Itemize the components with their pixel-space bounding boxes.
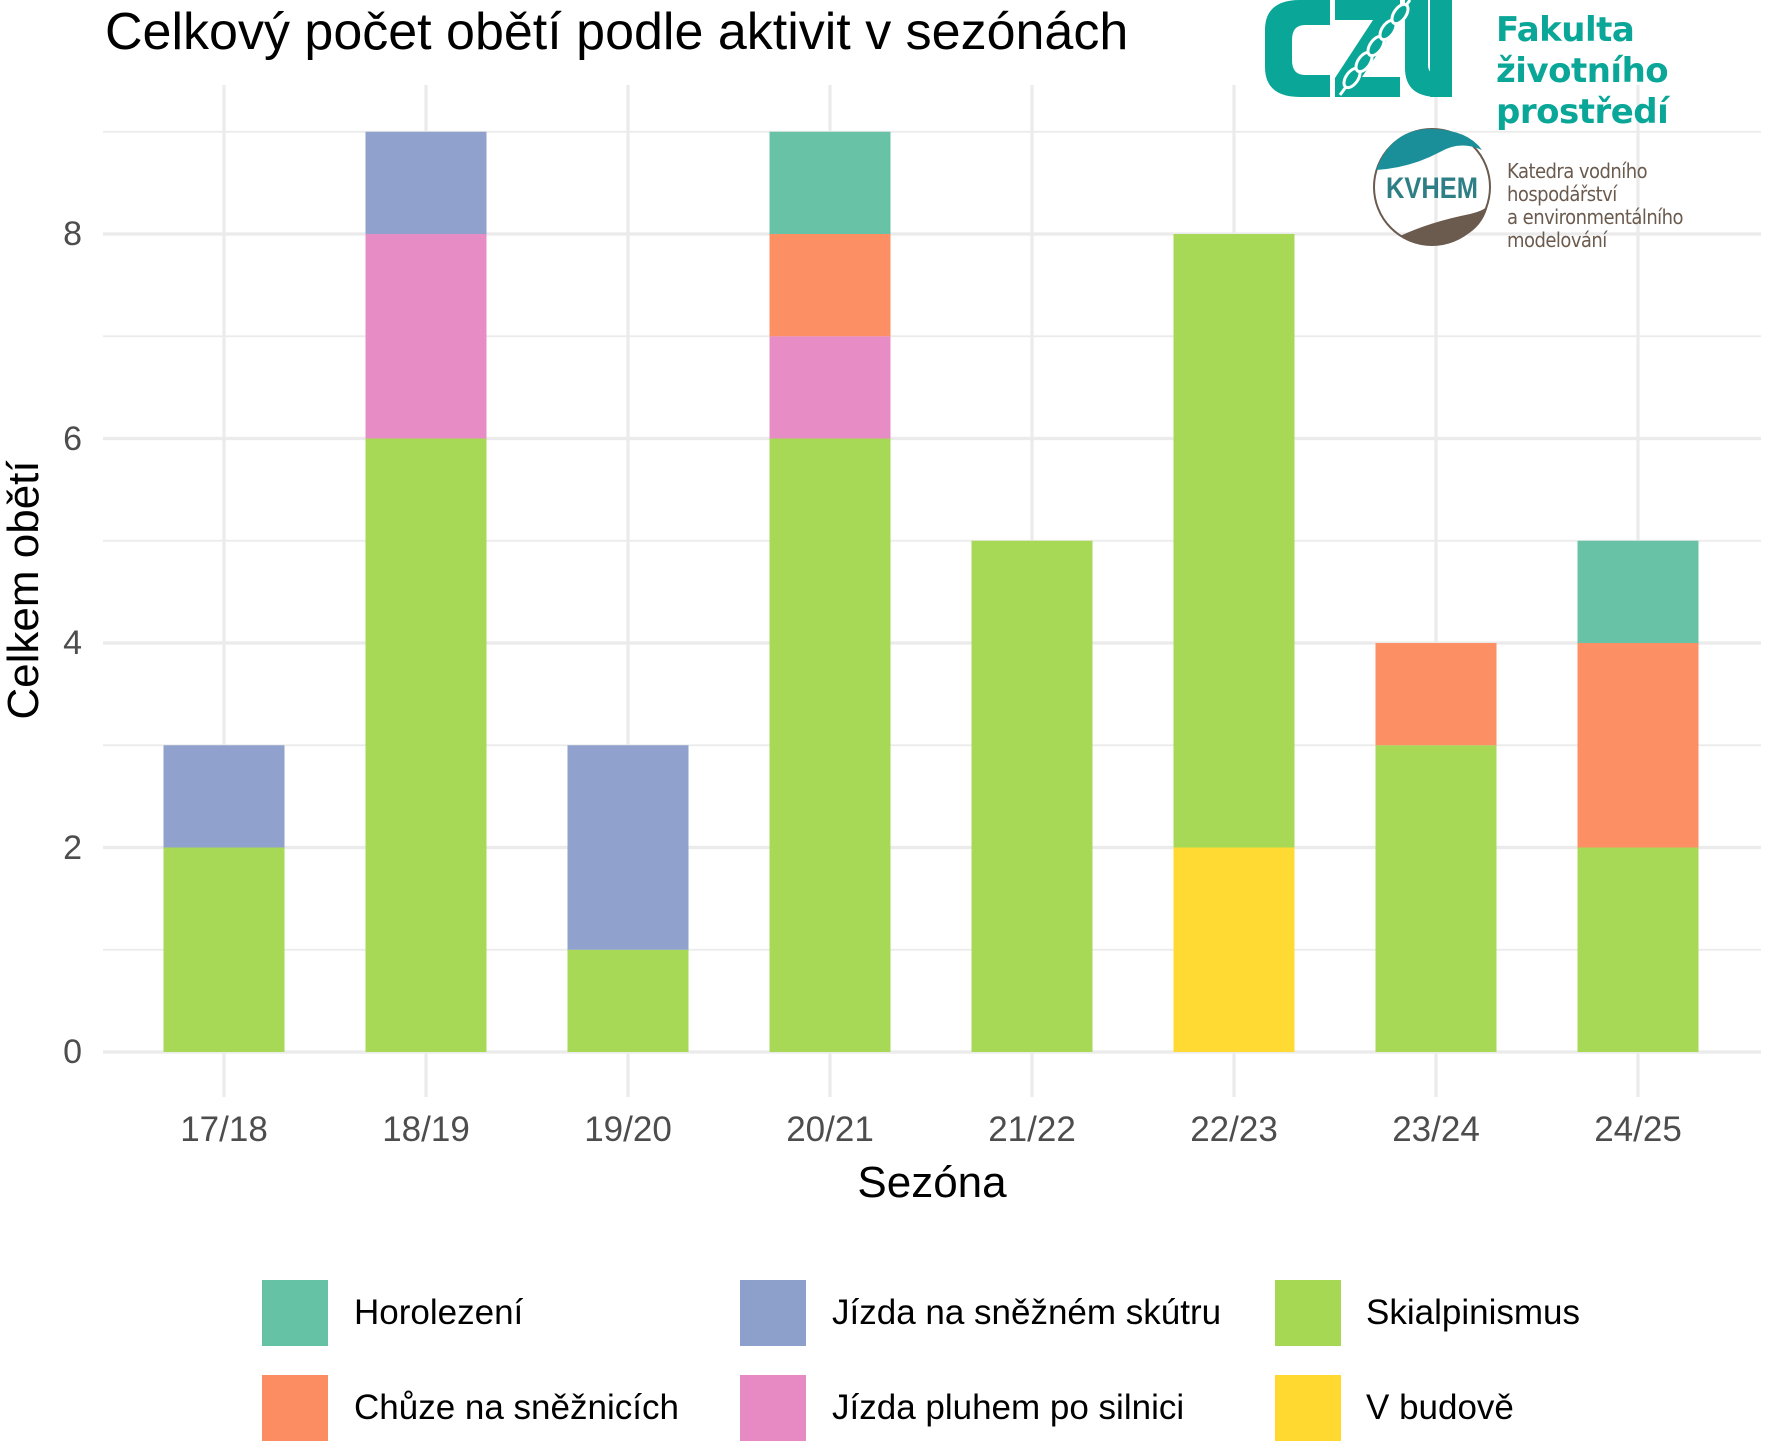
legend-key-swatch [1275,1280,1341,1346]
bar-segment [1577,847,1699,1052]
czu-faculty-line2: prostředí [1496,92,1669,132]
x-tick-label: 22/23 [1190,1110,1278,1149]
x-tick-label: 24/25 [1594,1110,1682,1149]
czu-logo-icon [1265,0,1452,97]
chart-title: Celkový počet obětí podle aktivit v sezó… [105,3,1129,61]
czu-faculty-name: Fakulta životního prostředí [1496,10,1772,133]
y-tick-label: 8 [63,215,82,253]
legend-label: Jízda na sněžném skútru [832,1293,1222,1332]
x-axis-title: Sezóna [857,1158,1007,1207]
bar-segment [1375,745,1497,1052]
x-tick-label: 19/20 [584,1110,672,1149]
kvhem-line2: a environmentálního modelování [1507,205,1684,252]
legend-label: V budově [1366,1388,1514,1427]
kvhem-department-name: Katedra vodního hospodářství a environme… [1507,160,1746,252]
legend-key-swatch [262,1280,328,1346]
legend-key-swatch [740,1375,806,1441]
bar-segment [365,131,487,234]
bar-segment [769,234,891,337]
x-tick-label: 23/24 [1392,1110,1480,1149]
y-tick-label: 2 [63,828,82,867]
bar-segment [1577,643,1699,848]
bar-segment [769,336,891,439]
legend-label: Horolezení [354,1293,524,1332]
x-tick-label: 17/18 [180,1110,268,1149]
bar-stacks [163,131,1699,1052]
kvhem-logo-icon: KVHEM [1373,128,1491,246]
bar-segment [1173,847,1295,1052]
legend-key-swatch [1275,1375,1341,1441]
legend-label: Jízda pluhem po silnici [832,1388,1185,1427]
bar-segment [567,949,689,1052]
bar-segment [769,131,891,234]
legend-label: Chůze na sněžnicích [354,1388,679,1427]
bar-segment [163,745,285,848]
y-tick-label: 6 [63,419,82,458]
bar-segment [1375,643,1497,746]
legend-key-swatch [740,1280,806,1346]
bar-segment [567,745,689,950]
bar-segment [365,234,487,439]
y-tick-label: 0 [63,1033,82,1071]
y-tick-label: 4 [63,624,82,662]
legend-label: Skialpinismus [1366,1293,1580,1332]
legend-key-swatch [262,1375,328,1441]
kvhem-line1: Katedra vodního hospodářství [1507,159,1648,206]
svg-text:KVHEM: KVHEM [1386,172,1478,205]
y-axis-title: Celkem obětí [0,460,48,720]
x-tick-label: 20/21 [786,1110,874,1149]
bar-segment [163,847,285,1052]
bar-segment [971,540,1093,1052]
czu-faculty-line1: Fakulta životního [1496,10,1669,91]
bar-segment [365,438,487,1052]
x-tick-label: 21/22 [988,1110,1076,1149]
bar-segment [1577,540,1699,643]
bar-segment [769,438,891,1052]
x-tick-label: 18/19 [382,1110,470,1149]
bar-segment [1173,234,1295,848]
